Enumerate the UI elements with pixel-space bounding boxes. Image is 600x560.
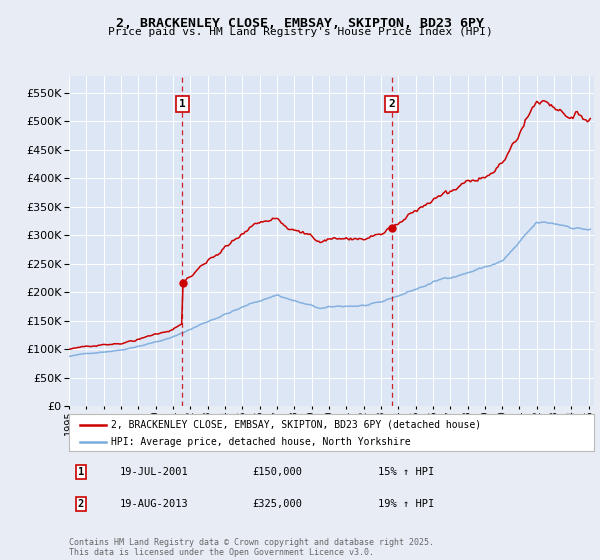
Text: 2, BRACKENLEY CLOSE, EMBSAY, SKIPTON, BD23 6PY (detached house): 2, BRACKENLEY CLOSE, EMBSAY, SKIPTON, BD…: [111, 419, 481, 430]
Text: 19-AUG-2013: 19-AUG-2013: [120, 499, 189, 509]
Text: 15% ↑ HPI: 15% ↑ HPI: [378, 467, 434, 477]
Text: Price paid vs. HM Land Registry's House Price Index (HPI): Price paid vs. HM Land Registry's House …: [107, 27, 493, 37]
Text: Contains HM Land Registry data © Crown copyright and database right 2025.
This d: Contains HM Land Registry data © Crown c…: [69, 538, 434, 557]
Text: 2: 2: [388, 99, 395, 109]
Text: £325,000: £325,000: [252, 499, 302, 509]
Text: £150,000: £150,000: [252, 467, 302, 477]
Text: 1: 1: [78, 467, 84, 477]
Text: HPI: Average price, detached house, North Yorkshire: HPI: Average price, detached house, Nort…: [111, 437, 410, 447]
Text: 2, BRACKENLEY CLOSE, EMBSAY, SKIPTON, BD23 6PY: 2, BRACKENLEY CLOSE, EMBSAY, SKIPTON, BD…: [116, 17, 484, 30]
Text: 2: 2: [78, 499, 84, 509]
Text: 19-JUL-2001: 19-JUL-2001: [120, 467, 189, 477]
Text: 19% ↑ HPI: 19% ↑ HPI: [378, 499, 434, 509]
Text: 1: 1: [179, 99, 186, 109]
